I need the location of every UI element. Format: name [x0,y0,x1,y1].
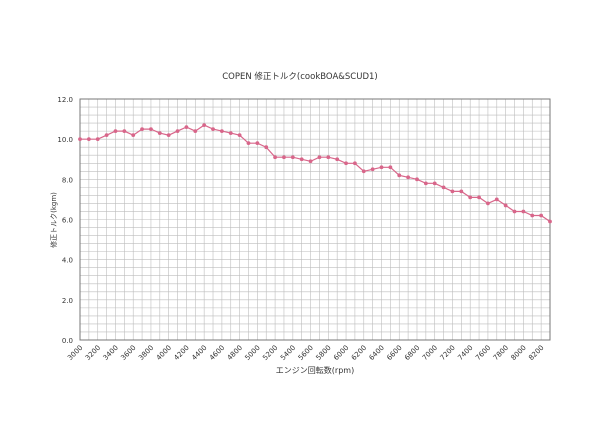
data-point [86,137,91,142]
data-point [122,129,127,134]
data-point [503,203,508,208]
data-point [530,213,535,218]
data-point [219,129,224,134]
x-axis-label: エンジン回転数(rpm) [276,365,354,375]
data-point [539,213,544,218]
data-point [246,141,251,146]
y-tick-label: 12.0 [57,96,73,104]
y-tick-label: 0.0 [62,337,73,345]
data-point [397,173,402,178]
data-point [406,175,411,180]
data-point [193,129,198,134]
y-tick-label: 2.0 [62,297,73,305]
data-point [379,165,384,170]
data-point [104,133,109,138]
data-point [264,145,269,150]
data-point [353,161,357,166]
data-point [512,209,517,214]
data-point [415,177,419,182]
data-point [326,155,331,160]
data-point [299,157,304,162]
data-point [308,159,313,164]
data-point [282,155,286,160]
data-point [228,131,233,136]
y-axis-label: 修正トルク(kgm) [49,192,58,248]
data-point [149,127,153,132]
y-tick-label: 8.0 [62,176,73,184]
data-point [370,167,375,172]
data-point [95,137,100,142]
data-point [211,127,215,132]
data-point [157,131,162,136]
data-point [113,129,118,134]
data-point [548,219,552,224]
y-tick-label: 6.0 [62,217,73,225]
data-point [184,125,189,130]
data-point [317,155,322,160]
data-point [494,197,499,202]
data-point [459,189,464,194]
data-point [255,141,260,146]
data-point [450,189,455,194]
data-point [140,127,144,132]
data-point [131,133,136,138]
y-tick-label: 4.0 [62,257,73,265]
y-tick-label: 10.0 [57,136,73,144]
plot-area [79,98,551,341]
data-point [237,133,242,138]
data-point [175,129,180,134]
data-point [166,133,171,138]
data-series [78,123,552,224]
data-point [423,181,428,186]
data-point [273,155,277,160]
data-point [344,161,348,166]
data-point [468,195,473,200]
data-point [432,181,437,186]
data-point [335,157,340,162]
data-point [521,209,526,214]
data-point [202,123,207,128]
data-point [486,201,490,206]
data-point [477,195,481,200]
data-point [361,169,366,174]
data-point [388,165,393,170]
data-point [78,137,82,142]
data-point [441,185,446,190]
chart-title: COPEN 修正トルク(cookBOA&SCUD1) [222,71,377,82]
data-point [290,155,295,160]
